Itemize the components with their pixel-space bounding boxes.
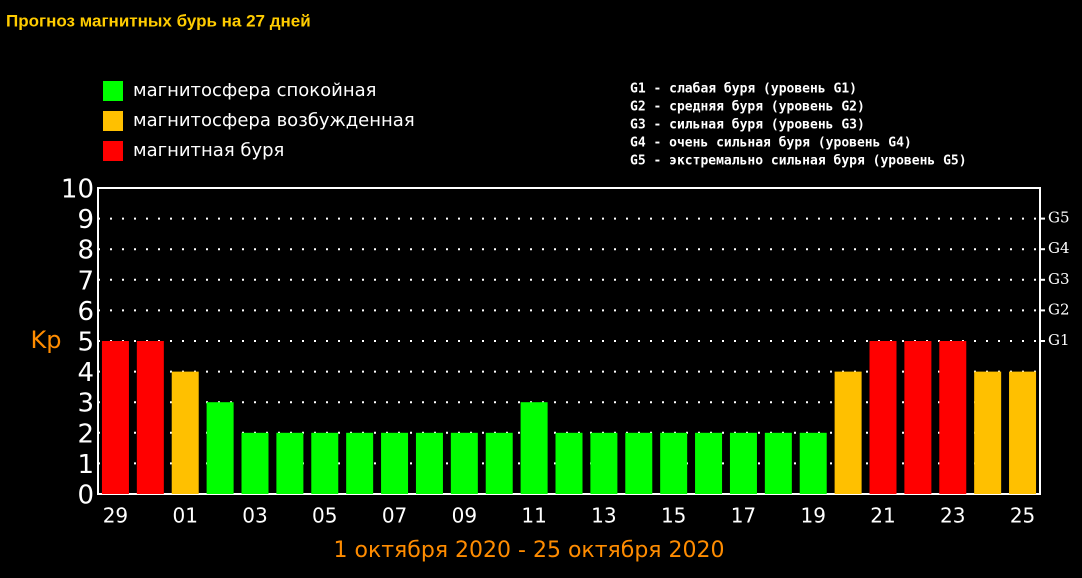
bar [660,432,688,494]
storm-level-note: G1 - слабая буря (уровень G1) [630,82,857,97]
x-tick-label: 11 [521,504,546,528]
bar [799,432,827,494]
x-tick-label: 17 [731,504,756,528]
bar [276,432,304,494]
y-tick-label: 5 [77,328,94,358]
legend-swatch [103,141,123,161]
y-tick-label: 2 [77,419,94,449]
bar [1009,371,1037,494]
bar [869,341,897,494]
legend-swatch [103,111,123,131]
x-tick-label: 05 [312,504,337,528]
chart-title: Прогноз магнитных бурь на 27 дней [6,11,311,30]
bar [415,432,443,494]
x-tick-label: 13 [591,504,616,528]
x-tick-label: 25 [1010,504,1035,528]
legend-label: магнитная буря [133,140,284,161]
y2-tick-label: G2 [1048,300,1070,318]
bar [555,432,583,494]
bar [241,432,269,494]
legend-label: магнитосфера возбужденная [133,110,415,131]
bar [206,402,234,494]
bar [450,432,478,494]
y-tick-label: 1 [77,450,94,480]
bar [764,432,792,494]
bar [311,432,339,494]
y-tick-label: 3 [77,389,94,419]
y2-tick-label: G5 [1048,209,1070,227]
bar [904,341,932,494]
x-tick-label: 19 [800,504,825,528]
bar [485,432,513,494]
bar [695,432,723,494]
bar [729,432,757,494]
bar [625,432,653,494]
y-tick-label: 10 [61,175,94,205]
x-tick-label: 21 [870,504,895,528]
y-tick-label: 9 [77,205,94,235]
bar [346,432,374,494]
x-tick-label: 07 [382,504,407,528]
x-tick-label: 15 [661,504,686,528]
bar [974,371,1002,494]
y2-tick-label: G3 [1048,270,1070,288]
y2-tick-label: G4 [1048,239,1070,257]
bar [381,432,409,494]
bar [520,402,548,494]
x-tick-label: 03 [242,504,267,528]
x-tick-label: 09 [452,504,477,528]
legend-swatch [103,81,123,101]
bar [834,371,862,494]
y-tick-label: 0 [77,481,94,511]
storm-level-note: G4 - очень сильная буря (уровень G4) [630,136,912,151]
bar [136,341,164,494]
x-tick-label: 23 [940,504,965,528]
y-tick-label: 4 [77,358,94,388]
x-tick-label: 29 [103,504,128,528]
subtitle: 1 октября 2020 - 25 октября 2020 [334,538,725,563]
x-tick-label: 01 [172,504,197,528]
storm-level-note: G3 - сильная буря (уровень G3) [630,118,865,133]
bar [939,341,967,494]
storm-level-note: G2 - средняя буря (уровень G2) [630,100,865,115]
y2-tick-label: G1 [1048,331,1070,349]
y-tick-label: 6 [77,297,94,327]
legend-label: магнитосфера спокойная [133,80,376,101]
y-tick-label: 8 [77,236,94,266]
storm-level-note: G5 - экстремально сильная буря (уровень … [630,154,967,169]
y-axis-label: Kp [31,326,62,354]
bar [101,341,129,494]
bar [590,432,618,494]
y-tick-label: 7 [77,266,94,296]
bar [171,371,199,494]
